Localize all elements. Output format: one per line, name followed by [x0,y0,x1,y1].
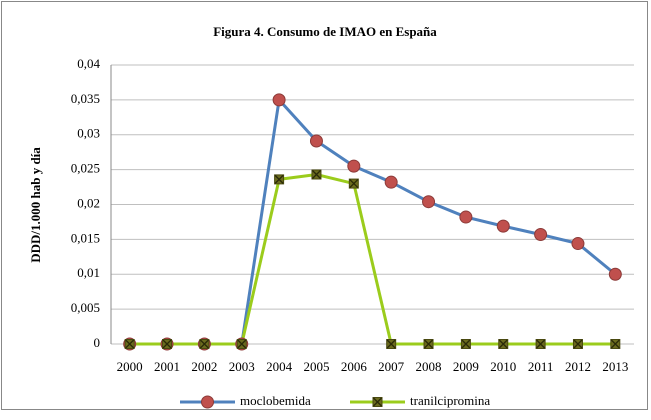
y-tick-label: 0,005 [71,300,100,315]
x-tick-label: 2005 [303,359,329,374]
x-tick-label: 2010 [490,359,516,374]
marker-cross [274,174,284,184]
marker [347,159,361,173]
x-tick-label: 2001 [154,359,180,374]
marker [272,93,286,107]
x-tick-label: 2002 [191,359,217,374]
y-tick-label: 0,02 [77,195,100,210]
marker [201,395,214,409]
marker-cross [199,339,209,349]
x-tick-label: 2006 [341,359,368,374]
marker [459,210,473,224]
marker-cross [237,339,247,349]
y-tick-label: 0,025 [71,161,100,176]
marker [571,237,585,251]
marker-cross [536,339,546,349]
marker-cross [373,397,382,407]
marker-cross [312,170,321,179]
y-axis-label: DDD/1.000 hab y día [28,147,43,263]
marker-cross [424,339,433,349]
x-tick-label: 2008 [416,359,442,374]
y-tick-label: 0,035 [71,91,100,106]
y-tick-label: 0 [94,335,101,350]
marker [309,134,323,148]
x-tick-label: 2009 [453,359,479,374]
x-tick-label: 2004 [266,359,293,374]
x-tick-label: 2007 [378,359,405,374]
marker-cross [610,339,620,349]
legend-label: moclobemida [240,393,311,408]
x-tick-label: 2013 [602,359,628,374]
x-tick-label: 2000 [117,359,143,374]
x-tick-label: 2003 [229,359,255,374]
marker [384,175,398,189]
marker [534,227,548,241]
marker-cross [386,339,396,349]
marker-cross [162,339,172,349]
chart-title: Figura 4. Consumo de IMAO en España [213,24,437,39]
legend-label: tranilcipromina [410,393,490,408]
marker-cross [573,339,583,349]
y-tick-label: 0,04 [77,56,100,71]
marker-cross [461,339,471,349]
marker-cross [498,339,508,349]
marker [422,195,436,209]
marker [496,219,510,233]
marker-cross [125,339,135,349]
marker [608,267,622,281]
x-tick-label: 2011 [528,359,554,374]
marker-cross [349,179,359,189]
y-tick-label: 0,03 [77,126,100,141]
y-tick-label: 0,015 [71,230,100,245]
x-tick-label: 2012 [565,359,591,374]
y-tick-label: 0,01 [77,265,100,280]
